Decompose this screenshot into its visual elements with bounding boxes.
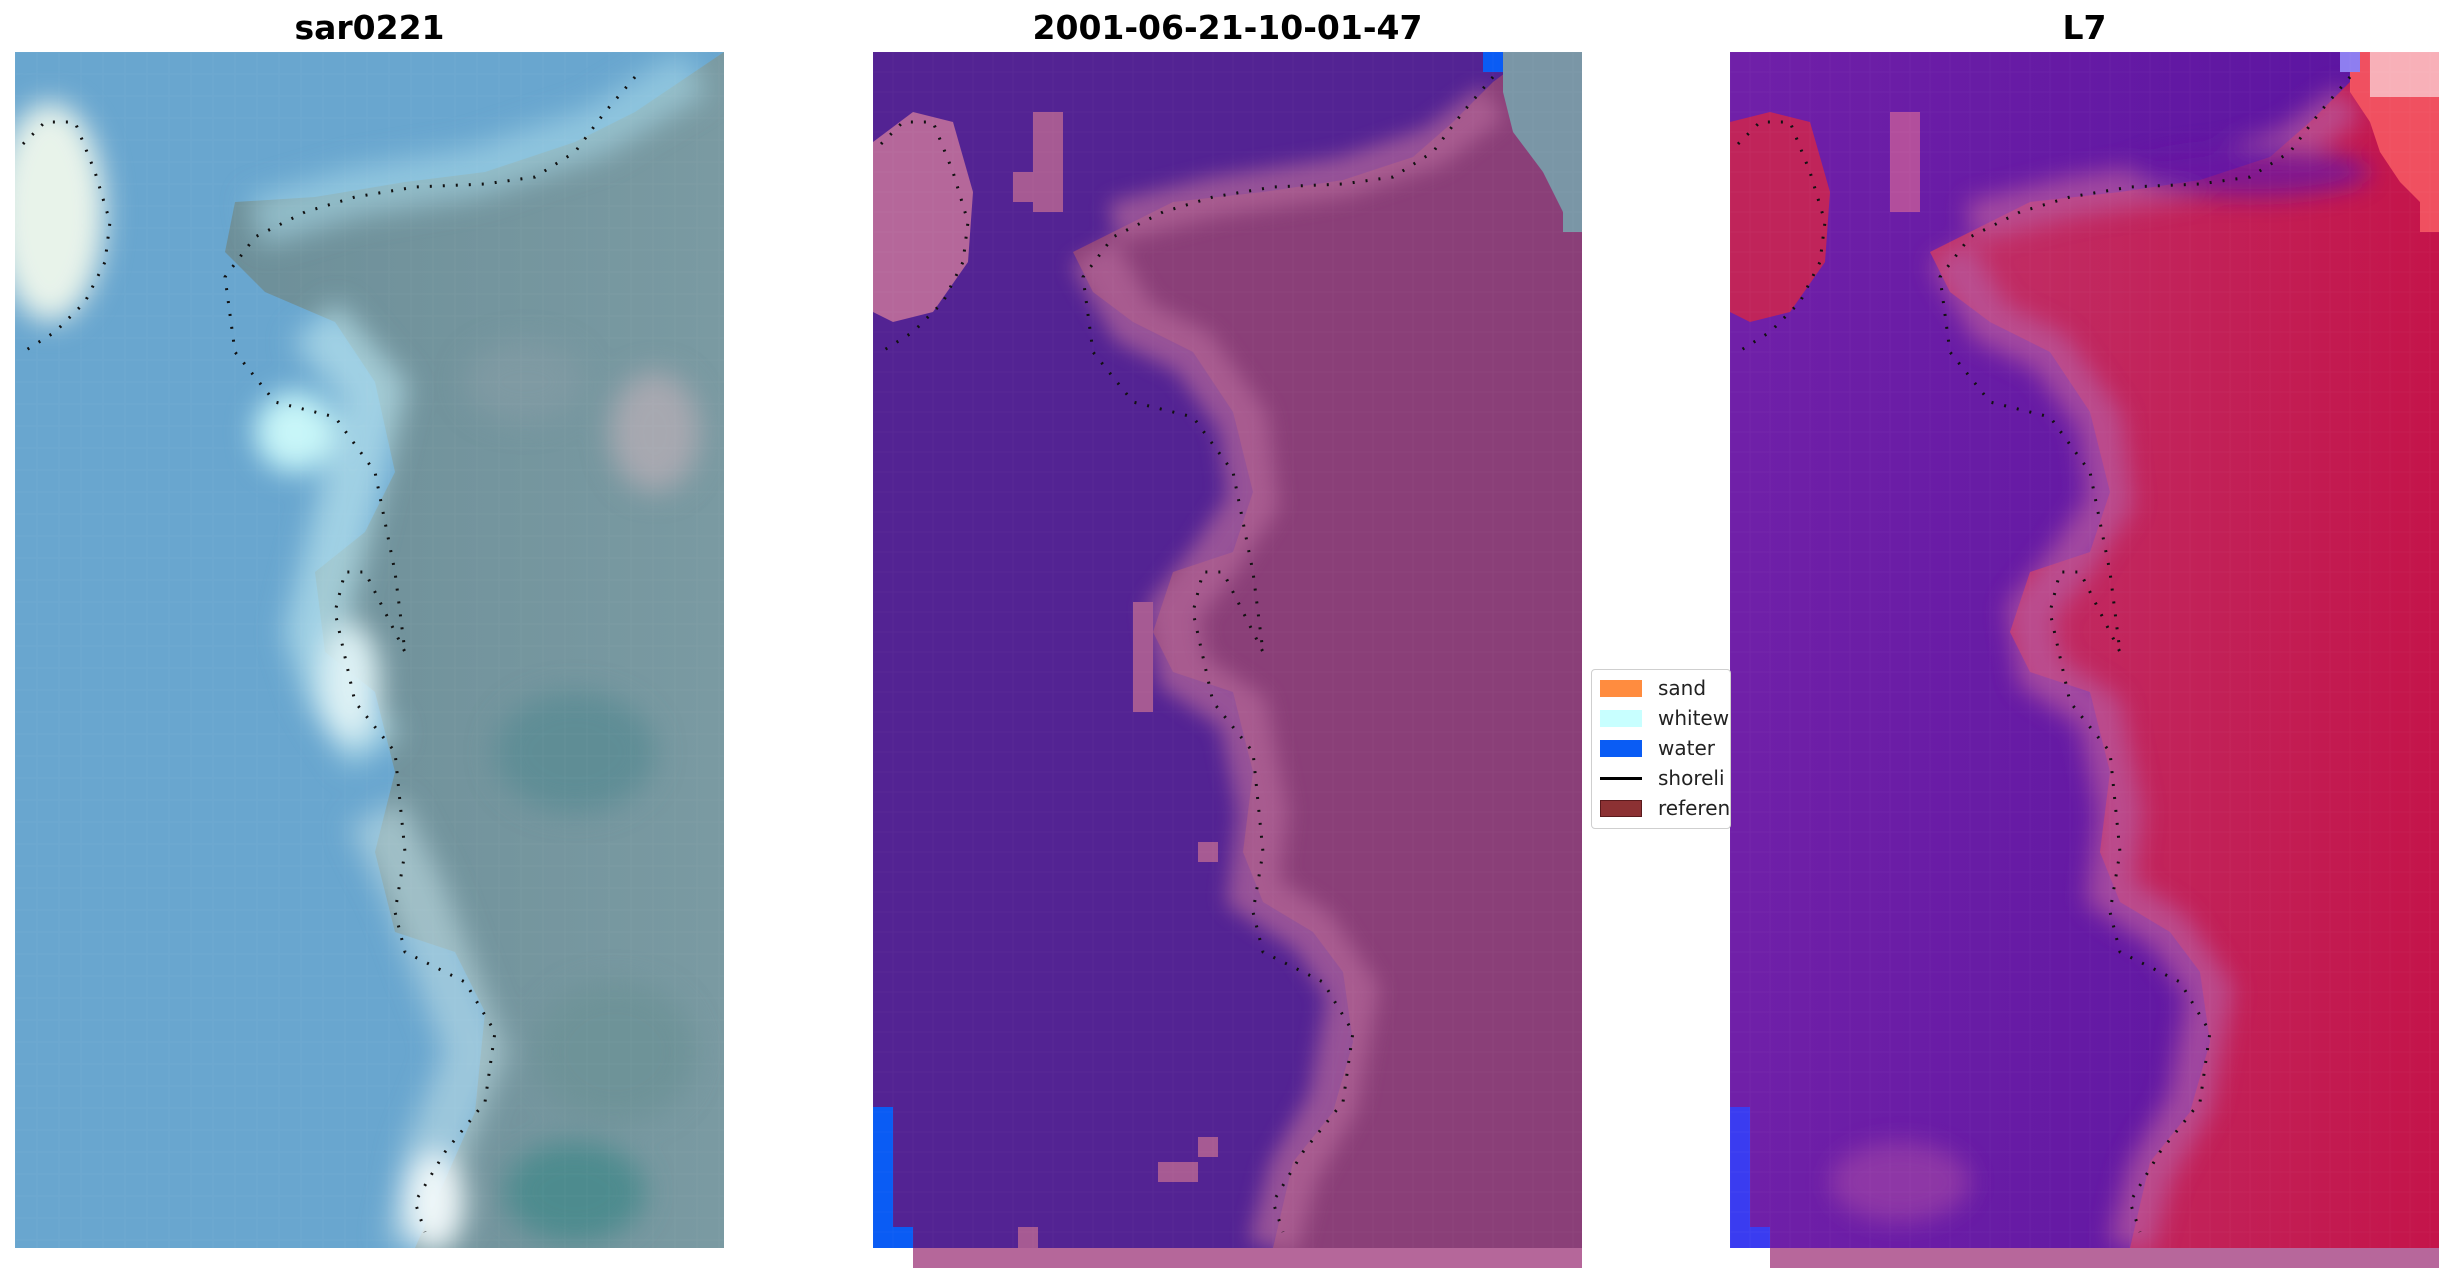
legend-line-shoreline	[1600, 776, 1642, 780]
classification-bottom-strip	[913, 1248, 1582, 1268]
legend-swatch-reference	[1600, 799, 1642, 817]
panel-title-classification: 2001-06-21-10-01-47	[1032, 8, 1423, 47]
pixel-grid	[1730, 52, 2439, 1248]
legend-swatch-whitewater	[1600, 709, 1642, 727]
index-panel	[1730, 52, 2439, 1248]
legend-item-water: water	[1600, 736, 1715, 760]
satellite-image-panel	[15, 52, 724, 1248]
satellite-image	[15, 52, 724, 1248]
legend-label: whitew	[1658, 706, 1730, 730]
index-image	[1730, 52, 2439, 1248]
legend-label: referen	[1658, 796, 1731, 820]
legend-swatch-water	[1600, 739, 1642, 757]
shoreline	[1938, 76, 2352, 1233]
legend-item-reference: referen	[1600, 796, 1730, 820]
panel-title-index: L7	[2062, 8, 2107, 47]
legend-label: water	[1658, 736, 1715, 760]
legend-swatch-sand	[1600, 679, 1642, 697]
legend-item-whitewater: whitew	[1600, 706, 1729, 730]
legend-label: shoreli	[1658, 766, 1725, 790]
panel-title-satellite: sar0221	[294, 8, 445, 47]
shoreline	[1081, 76, 1495, 1233]
shoreline	[223, 76, 637, 1233]
legend: sand whitew water shoreli referen	[1591, 669, 1731, 829]
index-bottom-strip	[1770, 1248, 2439, 1268]
legend-label: sand	[1658, 676, 1707, 700]
pixel-grid	[15, 52, 724, 1248]
legend-item-shoreline: shoreli	[1600, 766, 1725, 790]
legend-item-sand: sand	[1600, 676, 1706, 700]
classification-image	[873, 52, 1582, 1248]
classification-panel	[873, 52, 1582, 1248]
pixel-grid	[873, 52, 1582, 1248]
